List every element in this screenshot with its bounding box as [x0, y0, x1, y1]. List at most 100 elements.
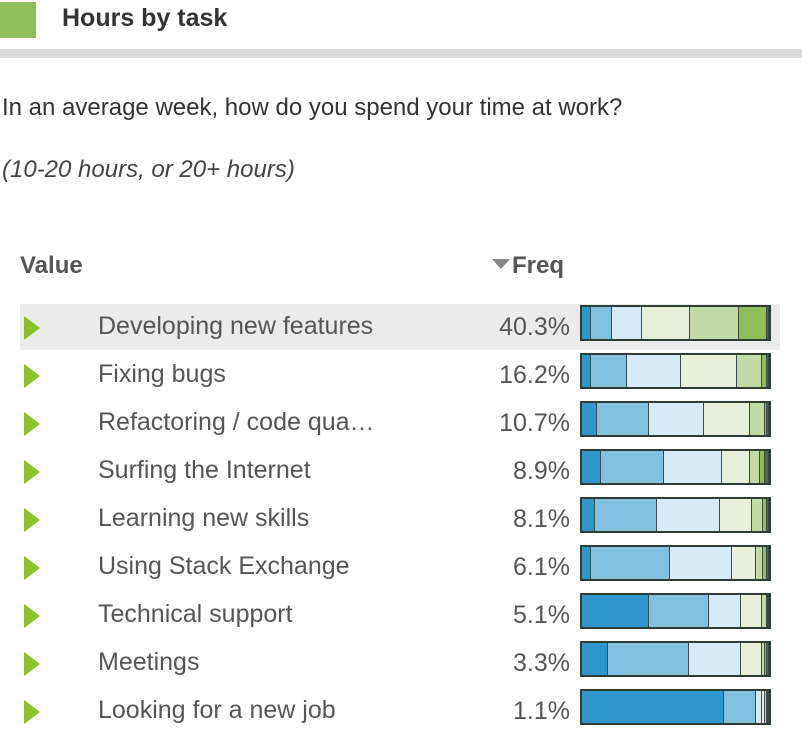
expand-triangle-icon[interactable]	[24, 460, 40, 484]
row-label: Fixing bugs	[98, 360, 226, 388]
bar-segment	[767, 691, 769, 723]
column-header-freq-label: Freq	[512, 252, 565, 279]
bar-segment	[595, 499, 657, 531]
bar-segment	[761, 643, 766, 675]
bar-segment	[669, 547, 732, 579]
bar-segment	[681, 355, 738, 387]
bar-segment	[767, 547, 769, 579]
bar-segment	[582, 595, 650, 627]
bar-segment	[767, 403, 769, 435]
bar-segment	[582, 499, 596, 531]
expand-triangle-icon[interactable]	[24, 604, 40, 628]
expand-triangle-icon[interactable]	[24, 412, 40, 436]
expand-triangle-icon[interactable]	[24, 652, 40, 676]
bar-segment	[761, 595, 768, 627]
stacked-bar	[580, 497, 771, 533]
bar-segment	[752, 499, 764, 531]
bar-segment	[755, 547, 764, 579]
bar-segment	[591, 307, 612, 339]
freq-value: 3.3%	[513, 649, 570, 677]
freq-value: 8.1%	[513, 505, 570, 533]
stacked-bar	[580, 545, 771, 581]
bar-segment	[649, 403, 704, 435]
bar-segment	[767, 643, 769, 675]
row-label: Using Stack Exchange	[98, 552, 350, 580]
expand-triangle-icon[interactable]	[24, 700, 40, 724]
bar-segment	[740, 643, 762, 675]
bar-segment	[768, 595, 770, 627]
bar-segment	[582, 691, 725, 723]
expand-triangle-icon[interactable]	[24, 316, 40, 340]
bar-segment	[763, 547, 768, 579]
bar-segment	[765, 691, 768, 723]
bar-segment	[761, 691, 766, 723]
bar-segment	[591, 547, 670, 579]
row-label: Surfing the Internet	[98, 456, 311, 484]
stacked-bar	[580, 641, 771, 677]
bar-segment	[724, 691, 756, 723]
bar-segment	[737, 355, 762, 387]
bar-segment	[767, 307, 769, 339]
bar-segment	[688, 643, 741, 675]
bar-segment	[765, 451, 769, 483]
freq-value: 1.1%	[513, 697, 570, 725]
bar-segment	[641, 307, 691, 339]
bar-segment	[767, 355, 769, 387]
row-label: Refactoring / code qua…	[98, 408, 375, 436]
bar-segment	[765, 643, 768, 675]
table-row[interactable]: Refactoring / code qua… 10.7%	[20, 400, 780, 446]
bar-segment	[656, 499, 721, 531]
bar-segment	[768, 691, 770, 723]
freq-value: 6.1%	[513, 553, 570, 581]
title-color-swatch	[0, 2, 36, 38]
table-row[interactable]: Developing new features 40.3%	[20, 304, 780, 350]
freq-value: 16.2%	[499, 361, 570, 389]
bar-segment	[750, 403, 766, 435]
question-text: In an average week, how do you spend you…	[2, 94, 623, 121]
table-row[interactable]: Technical support 5.1%	[20, 592, 780, 638]
table-row[interactable]: Looking for a new job 1.1%	[20, 688, 780, 734]
chart-title: Hours by task	[62, 4, 228, 32]
bar-segment	[582, 307, 592, 339]
column-header-freq[interactable]: Freq	[492, 252, 564, 280]
table-row[interactable]: Meetings 3.3%	[20, 640, 780, 686]
bar-segment	[626, 355, 682, 387]
bar-segment	[763, 499, 768, 531]
bar-segment	[731, 547, 756, 579]
row-label: Technical support	[98, 600, 293, 628]
row-label: Learning new skills	[98, 504, 310, 532]
table-row[interactable]: Surfing the Internet 8.9%	[20, 448, 780, 494]
bar-segment	[582, 355, 592, 387]
stacked-bar	[580, 449, 771, 485]
bar-segment	[582, 451, 601, 483]
bar-segment	[722, 451, 751, 483]
stacked-bar	[580, 593, 771, 629]
bar-segment	[582, 403, 597, 435]
expand-triangle-icon[interactable]	[24, 508, 40, 532]
bar-segment	[596, 403, 650, 435]
bar-segment	[608, 643, 689, 675]
row-label: Looking for a new job	[98, 696, 336, 724]
table-row[interactable]: Fixing bugs 16.2%	[20, 352, 780, 398]
bar-segment	[755, 691, 762, 723]
row-label: Meetings	[98, 648, 200, 676]
freq-value: 40.3%	[499, 313, 570, 341]
expand-triangle-icon[interactable]	[24, 556, 40, 580]
bar-segment	[767, 499, 769, 531]
bar-segment	[740, 595, 762, 627]
bar-segment	[720, 499, 753, 531]
bar-segment	[664, 451, 723, 483]
title-bar: Hours by task	[0, 0, 802, 38]
bar-segment	[709, 595, 741, 627]
bar-segment	[765, 403, 768, 435]
column-header-value[interactable]: Value	[20, 252, 83, 279]
bar-segment	[582, 643, 609, 675]
table-row[interactable]: Using Stack Exchange 6.1%	[20, 544, 780, 590]
bar-segment	[750, 451, 760, 483]
bar-segment	[703, 403, 751, 435]
table-row[interactable]: Learning new skills 8.1%	[20, 496, 780, 542]
title-divider	[0, 49, 802, 58]
bar-segment	[582, 547, 592, 579]
expand-triangle-icon[interactable]	[24, 364, 40, 388]
bar-segment	[591, 355, 627, 387]
